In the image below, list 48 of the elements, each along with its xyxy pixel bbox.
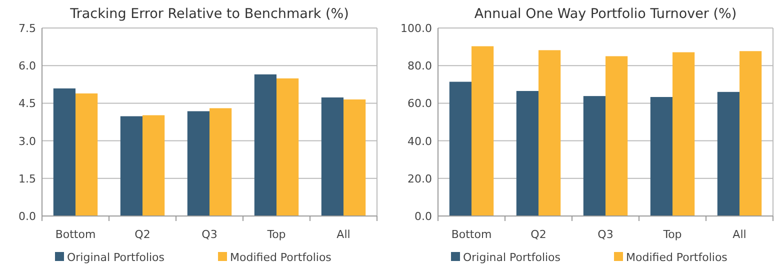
bar <box>53 88 76 216</box>
y-tick-label: 7.5 <box>18 22 36 35</box>
bar <box>516 90 538 216</box>
bar <box>187 111 210 216</box>
y-tick-label: 6.0 <box>18 60 36 73</box>
y-tick-label: 60.0 <box>408 97 432 110</box>
x-tick-label: Q3 <box>202 228 218 241</box>
x-tick-label: All <box>732 228 746 241</box>
y-tick-label: 3.0 <box>18 134 36 148</box>
x-tick-label: Q3 <box>598 228 614 241</box>
bar <box>321 97 344 216</box>
bar <box>142 115 165 216</box>
y-tick-label: 0.0 <box>414 210 432 223</box>
x-tick-label: Q2 <box>134 228 150 241</box>
bar <box>276 78 299 216</box>
bar <box>717 92 740 216</box>
legend-label: Original Portfolios <box>67 251 165 264</box>
bar <box>210 108 232 216</box>
legend-label: Modified Portfolios <box>626 251 728 264</box>
y-tick-label: 20.0 <box>408 172 432 186</box>
y-tick-label: 4.5 <box>18 97 36 110</box>
bar <box>740 51 762 216</box>
y-tick-label: 100.0 <box>400 22 432 35</box>
chart-title: Tracking Error Relative to Benchmark (%) <box>69 6 349 22</box>
x-tick-label: All <box>336 228 350 241</box>
bar <box>120 116 142 216</box>
bar <box>538 50 561 216</box>
legend-label: Original Portfolios <box>463 251 561 264</box>
y-tick-label: 40.0 <box>408 134 432 148</box>
x-tick-label: Q2 <box>530 228 546 241</box>
bar <box>449 82 472 216</box>
bar <box>583 96 606 216</box>
bar <box>76 93 98 216</box>
bar <box>650 96 672 216</box>
x-tick-label: Top <box>662 228 682 241</box>
x-tick-label: Bottom <box>451 228 492 241</box>
bar <box>472 46 494 216</box>
chart-title: Annual One Way Portfolio Turnover (%) <box>474 6 737 22</box>
y-tick-label: 80.0 <box>408 60 432 73</box>
bar <box>672 52 695 216</box>
bar <box>344 99 366 216</box>
bar <box>606 56 628 216</box>
x-tick-label: Bottom <box>55 228 96 241</box>
x-tick-label: Top <box>266 228 286 241</box>
y-tick-label: 1.5 <box>18 172 36 186</box>
bar <box>254 74 276 216</box>
legend-label: Modified Portfolios <box>230 251 332 264</box>
y-tick-label: 0.0 <box>18 210 36 223</box>
